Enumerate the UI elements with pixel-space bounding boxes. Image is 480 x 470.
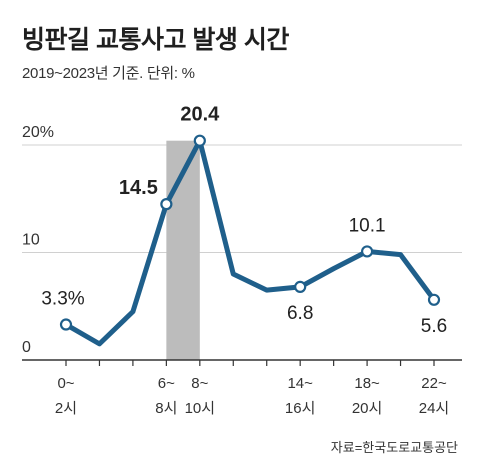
x-tick-label: 22~ (421, 375, 447, 392)
y-tick-label: 20% (22, 124, 54, 141)
data-label: 6.8 (287, 303, 313, 324)
chart-title: 빙판길 교통사고 발생 시간 (22, 26, 289, 54)
x-tick-label: 14~ (287, 375, 313, 392)
x-tick-label: 16시 (285, 400, 316, 417)
data-label: 5.6 (421, 316, 447, 337)
data-point (193, 134, 206, 147)
x-tick-label: 8시 (155, 400, 177, 417)
x-tick-label: 0~ (57, 375, 74, 392)
x-tick-label: 2시 (55, 400, 77, 417)
x-tick-label: 8~ (191, 375, 208, 392)
chart-source: 자료=한국도로교통공단 (330, 440, 458, 455)
data-label: 3.3% (41, 289, 84, 310)
data-point (360, 245, 374, 258)
y-tick-label: 10 (22, 232, 40, 249)
y-tick-label: 0 (22, 339, 31, 356)
series-line (63, 138, 437, 347)
x-tick-label: 24시 (419, 400, 450, 417)
data-point (294, 280, 307, 293)
data-point (427, 293, 441, 306)
x-tick-label: 18~ (354, 375, 380, 392)
data-point (59, 318, 73, 331)
data-point (160, 198, 173, 211)
x-tick-label: 6~ (158, 375, 175, 392)
chart-subtitle: 2019~2023년 기준. 단위: % (22, 65, 195, 82)
data-label: 14.5 (119, 177, 158, 199)
x-tick-label: 20시 (352, 400, 383, 417)
data-label: 20.4 (180, 104, 220, 126)
x-tick-label: 10시 (185, 400, 216, 417)
data-label: 10.1 (349, 215, 386, 236)
